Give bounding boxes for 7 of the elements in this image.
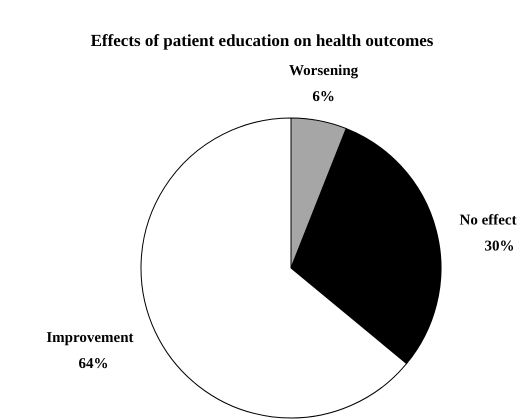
slice-label: Improvement bbox=[46, 330, 134, 346]
data-label: 30% bbox=[484, 238, 515, 255]
slice-label: No effect bbox=[460, 212, 517, 229]
chart-title: Effects of patient education on health outcomes bbox=[90, 31, 434, 50]
slice-label: Worsening bbox=[289, 63, 359, 80]
data-label: 6% bbox=[312, 89, 335, 106]
data-label: 64% bbox=[78, 356, 109, 372]
